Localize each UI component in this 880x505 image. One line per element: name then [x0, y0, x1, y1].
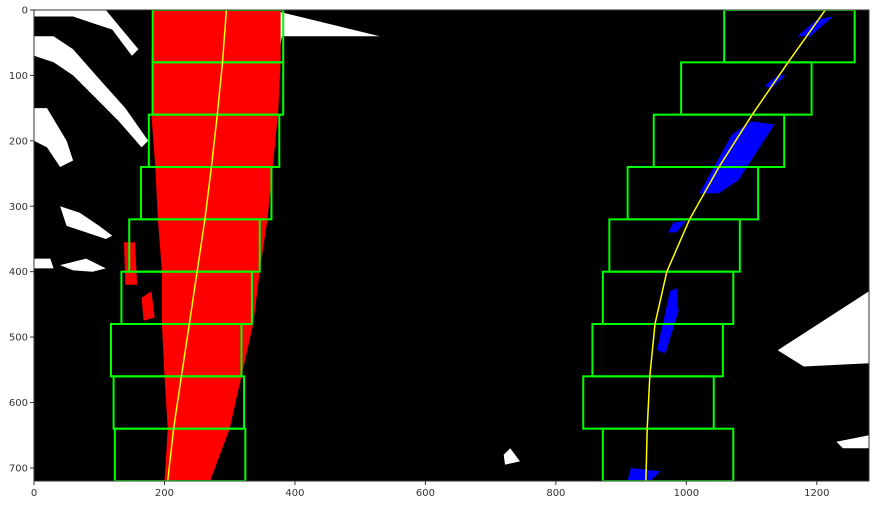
x-axis: 0 200 400 600 800 1000 1200 — [31, 481, 830, 499]
right-lane-pixel-blob — [797, 16, 834, 37]
right-lane-pixel-blob — [699, 121, 775, 194]
edge-pixel-blob — [842, 324, 864, 344]
y-tick-label: 200 — [9, 136, 28, 147]
y-tick-label: 500 — [9, 333, 28, 344]
right-lane-pixel-blob — [627, 467, 661, 481]
left-fit-curve — [166, 10, 228, 481]
edge-pixel-blob — [836, 435, 869, 449]
edge-pixel-blob — [777, 291, 869, 367]
x-tick-label: 800 — [546, 488, 565, 499]
x-tick-label: 1200 — [804, 488, 829, 499]
right-lane-pixel-blob — [668, 220, 687, 233]
edge-pixel-blob — [34, 258, 54, 269]
edge-pixel-blob — [34, 36, 149, 148]
y-tick-label: 100 — [9, 71, 28, 82]
edge-pixel-blob — [503, 448, 520, 465]
left-lane-pixel-blob — [141, 291, 155, 321]
y-tick-label: 400 — [9, 267, 28, 278]
edge-pixel-blob — [60, 258, 106, 272]
edge-pixel-blob — [60, 206, 113, 239]
left-lane-pixel-blob — [124, 242, 138, 285]
y-axis: 0 100 200 300 400 500 600 700 — [9, 6, 34, 474]
x-tick-label: 0 — [31, 488, 37, 499]
y-tick-label: 300 — [9, 202, 28, 213]
fit-curves-layer — [166, 10, 826, 481]
y-tick-label: 600 — [9, 398, 28, 409]
x-tick-label: 400 — [285, 488, 304, 499]
right-lane-pixel-blob — [657, 288, 679, 354]
x-tick-label: 1000 — [674, 488, 699, 499]
x-tick-label: 200 — [155, 488, 174, 499]
edge-pixel-blob — [34, 10, 139, 56]
y-tick-label: 700 — [9, 463, 28, 474]
plot-frame — [33, 9, 870, 482]
right-fit-curve — [645, 10, 826, 481]
right-lane-pixels-layer — [627, 16, 834, 481]
y-tick-label: 0 — [22, 6, 28, 17]
x-tick-label: 600 — [416, 488, 435, 499]
edge-pixel-blob — [34, 108, 74, 167]
